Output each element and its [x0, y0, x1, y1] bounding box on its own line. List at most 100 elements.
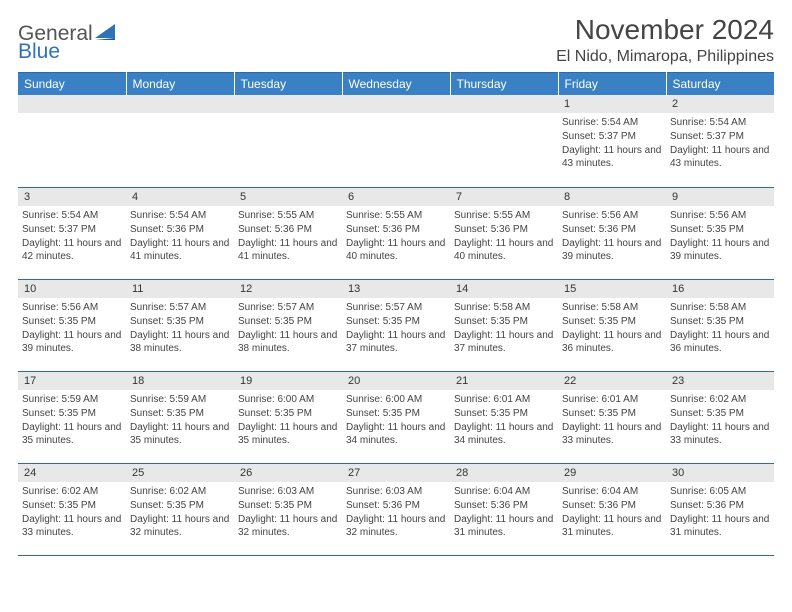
sunrise-text: Sunrise: 5:56 AM: [562, 209, 662, 222]
day-details: Sunrise: 6:04 AMSunset: 5:36 PMDaylight:…: [454, 485, 554, 539]
day-cell: 10Sunrise: 5:56 AMSunset: 5:35 PMDayligh…: [18, 279, 126, 371]
day-cell: 28 Sunrise: 6:04 AMSunset: 5:36 PMDayligh…: [450, 463, 558, 555]
daylight-text: Daylight: 11 hours and 40 minutes.: [454, 237, 554, 263]
daylight-text: Daylight: 11 hours and 35 minutes.: [22, 421, 122, 447]
day-number: [126, 95, 234, 113]
day-details: Sunrise: 5:56 AMSunset: 5:35 PMDaylight:…: [670, 209, 770, 263]
sunrise-text: Sunrise: 5:57 AM: [346, 301, 446, 314]
sunset-text: Sunset: 5:36 PM: [346, 499, 446, 512]
daylight-text: Daylight: 11 hours and 35 minutes.: [238, 421, 338, 447]
month-title: November 2024: [556, 14, 774, 46]
daylight-text: Daylight: 11 hours and 41 minutes.: [238, 237, 338, 263]
day-number: 19: [234, 372, 342, 390]
day-number: 8: [558, 188, 666, 206]
day-cell: 15Sunrise: 5:58 AMSunset: 5:35 PMDayligh…: [558, 279, 666, 371]
day-cell: [450, 95, 558, 187]
sunrise-text: Sunrise: 5:54 AM: [670, 116, 770, 129]
day-details: Sunrise: 5:58 AMSunset: 5:35 PMDaylight:…: [562, 301, 662, 355]
day-cell: 17 Sunrise: 5:59 AMSunset: 5:35 PMDayligh…: [18, 371, 126, 463]
brand-part2: Blue: [18, 40, 60, 64]
day-number: 4: [126, 188, 234, 206]
sunset-text: Sunset: 5:36 PM: [562, 223, 662, 236]
day-number: 11: [126, 280, 234, 298]
sunset-text: Sunset: 5:35 PM: [238, 499, 338, 512]
day-header: Sunday: [18, 73, 126, 96]
day-cell: [234, 95, 342, 187]
sunset-text: Sunset: 5:35 PM: [670, 223, 770, 236]
sunset-text: Sunset: 5:35 PM: [670, 315, 770, 328]
sunset-text: Sunset: 5:35 PM: [22, 315, 122, 328]
day-cell: 16Sunrise: 5:58 AMSunset: 5:35 PMDayligh…: [666, 279, 774, 371]
day-details: Sunrise: 6:02 AMSunset: 5:35 PMDaylight:…: [22, 485, 122, 539]
day-cell: 29Sunrise: 6:04 AMSunset: 5:36 PMDayligh…: [558, 463, 666, 555]
day-number: 25: [126, 464, 234, 482]
sunset-text: Sunset: 5:35 PM: [562, 315, 662, 328]
week-row: 10Sunrise: 5:56 AMSunset: 5:35 PMDayligh…: [18, 279, 774, 371]
day-details: Sunrise: 5:59 AMSunset: 5:35 PMDaylight:…: [22, 393, 122, 447]
sunrise-text: Sunrise: 5:58 AM: [670, 301, 770, 314]
sunrise-text: Sunrise: 5:54 AM: [562, 116, 662, 129]
daylight-text: Daylight: 11 hours and 31 minutes.: [562, 513, 662, 539]
sunset-text: Sunset: 5:36 PM: [562, 499, 662, 512]
sunrise-text: Sunrise: 6:01 AM: [454, 393, 554, 406]
sunset-text: Sunset: 5:35 PM: [670, 407, 770, 420]
sunrise-text: Sunrise: 5:55 AM: [238, 209, 338, 222]
day-details: Sunrise: 6:00 AMSunset: 5:35 PMDaylight:…: [346, 393, 446, 447]
daylight-text: Daylight: 11 hours and 32 minutes.: [238, 513, 338, 539]
day-cell: [126, 95, 234, 187]
sunset-text: Sunset: 5:36 PM: [346, 223, 446, 236]
day-number: 12: [234, 280, 342, 298]
sunrise-text: Sunrise: 6:03 AM: [346, 485, 446, 498]
day-details: Sunrise: 6:03 AMSunset: 5:36 PMDaylight:…: [346, 485, 446, 539]
daylight-text: Daylight: 11 hours and 43 minutes.: [562, 144, 662, 170]
day-number: 5: [234, 188, 342, 206]
daylight-text: Daylight: 11 hours and 37 minutes.: [454, 329, 554, 355]
day-header-row: Sunday Monday Tuesday Wednesday Thursday…: [18, 73, 774, 96]
daylight-text: Daylight: 11 hours and 36 minutes.: [562, 329, 662, 355]
sunset-text: Sunset: 5:35 PM: [22, 499, 122, 512]
day-number: 3: [18, 188, 126, 206]
day-cell: 27Sunrise: 6:03 AMSunset: 5:36 PMDayligh…: [342, 463, 450, 555]
daylight-text: Daylight: 11 hours and 33 minutes.: [562, 421, 662, 447]
day-number: [18, 95, 126, 113]
day-number: [342, 95, 450, 113]
day-details: Sunrise: 5:57 AMSunset: 5:35 PMDaylight:…: [346, 301, 446, 355]
sunrise-text: Sunrise: 6:00 AM: [238, 393, 338, 406]
day-cell: 1 Sunrise: 5:54 AMSunset: 5:37 PMDaylight…: [558, 95, 666, 187]
calendar-body: 1Sunrise: 5:54 AMSunset: 5:37 PMDaylight…: [18, 95, 774, 555]
daylight-text: Daylight: 11 hours and 38 minutes.: [238, 329, 338, 355]
sunrise-text: Sunrise: 5:57 AM: [130, 301, 230, 314]
day-number: 23: [666, 372, 774, 390]
day-details: Sunrise: 5:54 AMSunset: 5:37 PMDaylight:…: [562, 116, 662, 170]
day-details: Sunrise: 6:04 AMSunset: 5:36 PMDaylight:…: [562, 485, 662, 539]
day-number: 22: [558, 372, 666, 390]
daylight-text: Daylight: 11 hours and 32 minutes.: [130, 513, 230, 539]
daylight-text: Daylight: 11 hours and 38 minutes.: [130, 329, 230, 355]
daylight-text: Daylight: 11 hours and 33 minutes.: [670, 421, 770, 447]
day-number: 18: [126, 372, 234, 390]
day-details: Sunrise: 5:54 AMSunset: 5:37 PMDaylight:…: [670, 116, 770, 170]
day-cell: 7Sunrise: 5:55 AMSunset: 5:36 PMDaylight…: [450, 187, 558, 279]
sunset-text: Sunset: 5:35 PM: [130, 499, 230, 512]
day-number: 28: [450, 464, 558, 482]
day-number: 24: [18, 464, 126, 482]
day-number: 30: [666, 464, 774, 482]
week-row: 17Sunrise: 5:59 AMSunset: 5:35 PMDayligh…: [18, 371, 774, 463]
daylight-text: Daylight: 11 hours and 41 minutes.: [130, 237, 230, 263]
sunrise-text: Sunrise: 5:57 AM: [238, 301, 338, 314]
day-number: 6: [342, 188, 450, 206]
day-number: 1: [558, 95, 666, 113]
day-cell: 25Sunrise: 6:02 AMSunset: 5:35 PMDayligh…: [126, 463, 234, 555]
title-block: November 2024 El Nido, Mimaropa, Philipp…: [556, 14, 774, 66]
day-header: Saturday: [666, 73, 774, 96]
day-header: Wednesday: [342, 73, 450, 96]
sunrise-text: Sunrise: 6:04 AM: [562, 485, 662, 498]
header: General November 2024 El Nido, Mimaropa,…: [18, 14, 774, 66]
day-header: Friday: [558, 73, 666, 96]
day-cell: 18Sunrise: 5:59 AMSunset: 5:35 PMDayligh…: [126, 371, 234, 463]
daylight-text: Daylight: 11 hours and 36 minutes.: [670, 329, 770, 355]
day-number: [234, 95, 342, 113]
sunrise-text: Sunrise: 5:59 AM: [130, 393, 230, 406]
day-number: 17: [18, 372, 126, 390]
day-cell: 13Sunrise: 5:57 AMSunset: 5:35 PMDayligh…: [342, 279, 450, 371]
